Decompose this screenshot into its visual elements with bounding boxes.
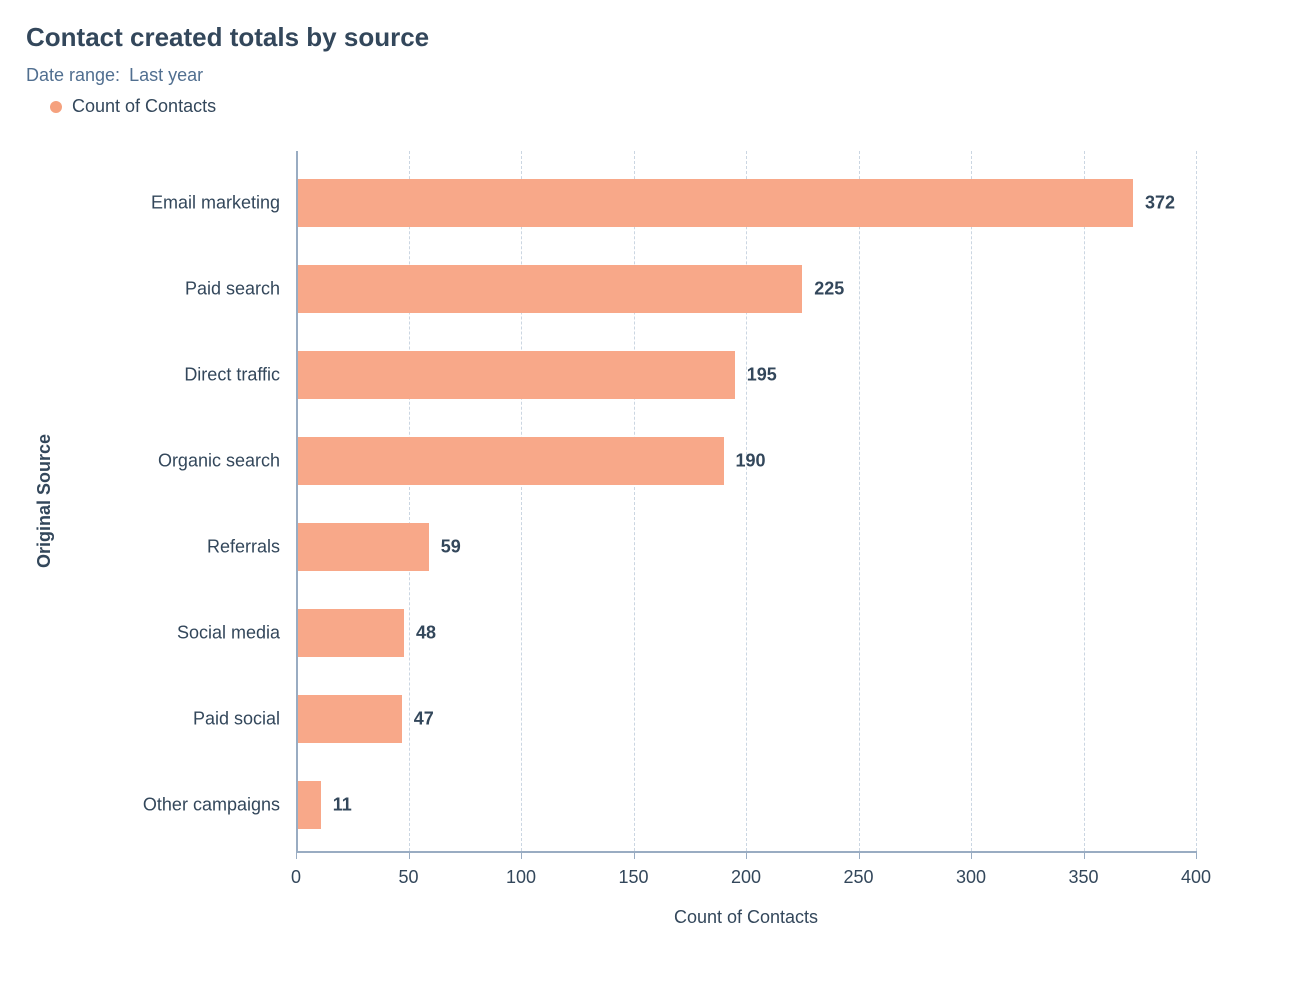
category-label: Referrals [20,537,280,558]
x-tick-label: 150 [618,867,648,888]
bar-value-label: 372 [1145,193,1175,214]
gridline [409,151,410,851]
bar-value-label: 11 [333,795,352,816]
x-tick-mark [1196,851,1197,859]
category-label: Organic search [20,451,280,472]
subtitle-label: Date range: [26,65,120,85]
bar: 47 [296,695,402,743]
bar: 48 [296,609,404,657]
bar-row: Paid search225 [296,265,1196,313]
x-tick-label: 50 [398,867,418,888]
bar-row: Referrals59 [296,523,1196,571]
category-label: Paid social [20,709,280,730]
bar-row: Organic search190 [296,437,1196,485]
plot-area: Email marketing372 Paid search225 Direct t… [296,151,1196,851]
category-label: Social media [20,623,280,644]
bar: 372 [296,179,1133,227]
x-tick-mark [521,851,522,859]
bar-row: Other campaigns11 [296,781,1196,829]
chart-legend: Count of Contacts [50,96,1282,117]
x-axis-title: Count of Contacts [296,907,1196,928]
category-label: Other campaigns [20,795,280,816]
bar-row: Social media48 [296,609,1196,657]
bar-value-label: 48 [416,623,436,644]
gridline [521,151,522,851]
x-tick-mark [746,851,747,859]
legend-swatch-icon [50,101,62,113]
x-tick-label: 100 [506,867,536,888]
bar: 11 [296,781,321,829]
category-label: Direct traffic [20,365,280,386]
gridline [634,151,635,851]
bar-value-label: 195 [747,365,777,386]
x-tick-mark [296,851,297,859]
chart-title: Contact created totals by source [26,22,1282,53]
x-tick-mark [409,851,410,859]
chart-area: Original Source Email marketing372Paid s… [26,151,1266,971]
bar: 190 [296,437,724,485]
gridline [971,151,972,851]
bar-value-label: 47 [414,709,434,730]
x-tick-label: 300 [956,867,986,888]
x-tick-label: 200 [731,867,761,888]
subtitle-value: Last year [129,65,203,85]
gridline [1196,151,1197,851]
category-label: Paid search [20,279,280,300]
bar-row: Direct traffic195 [296,351,1196,399]
x-tick-label: 350 [1068,867,1098,888]
bar: 59 [296,523,429,571]
x-tick-mark [1084,851,1085,859]
bar: 195 [296,351,735,399]
bar-value-label: 59 [441,537,461,558]
bar-row: Email marketing372 [296,179,1196,227]
x-tick-label: 250 [843,867,873,888]
bar: 225 [296,265,802,313]
y-axis-line [296,151,298,851]
gridline [746,151,747,851]
x-tick-mark [859,851,860,859]
chart-subtitle: Date range: Last year [26,65,1282,86]
x-tick-mark [971,851,972,859]
legend-label: Count of Contacts [72,96,216,117]
gridline [1084,151,1085,851]
x-tick-mark [634,851,635,859]
bar-row: Paid social47 [296,695,1196,743]
x-tick-label: 0 [291,867,301,888]
bar-value-label: 190 [736,451,766,472]
x-tick-label: 400 [1181,867,1211,888]
bar-value-label: 225 [814,279,844,300]
gridline [859,151,860,851]
category-label: Email marketing [20,193,280,214]
